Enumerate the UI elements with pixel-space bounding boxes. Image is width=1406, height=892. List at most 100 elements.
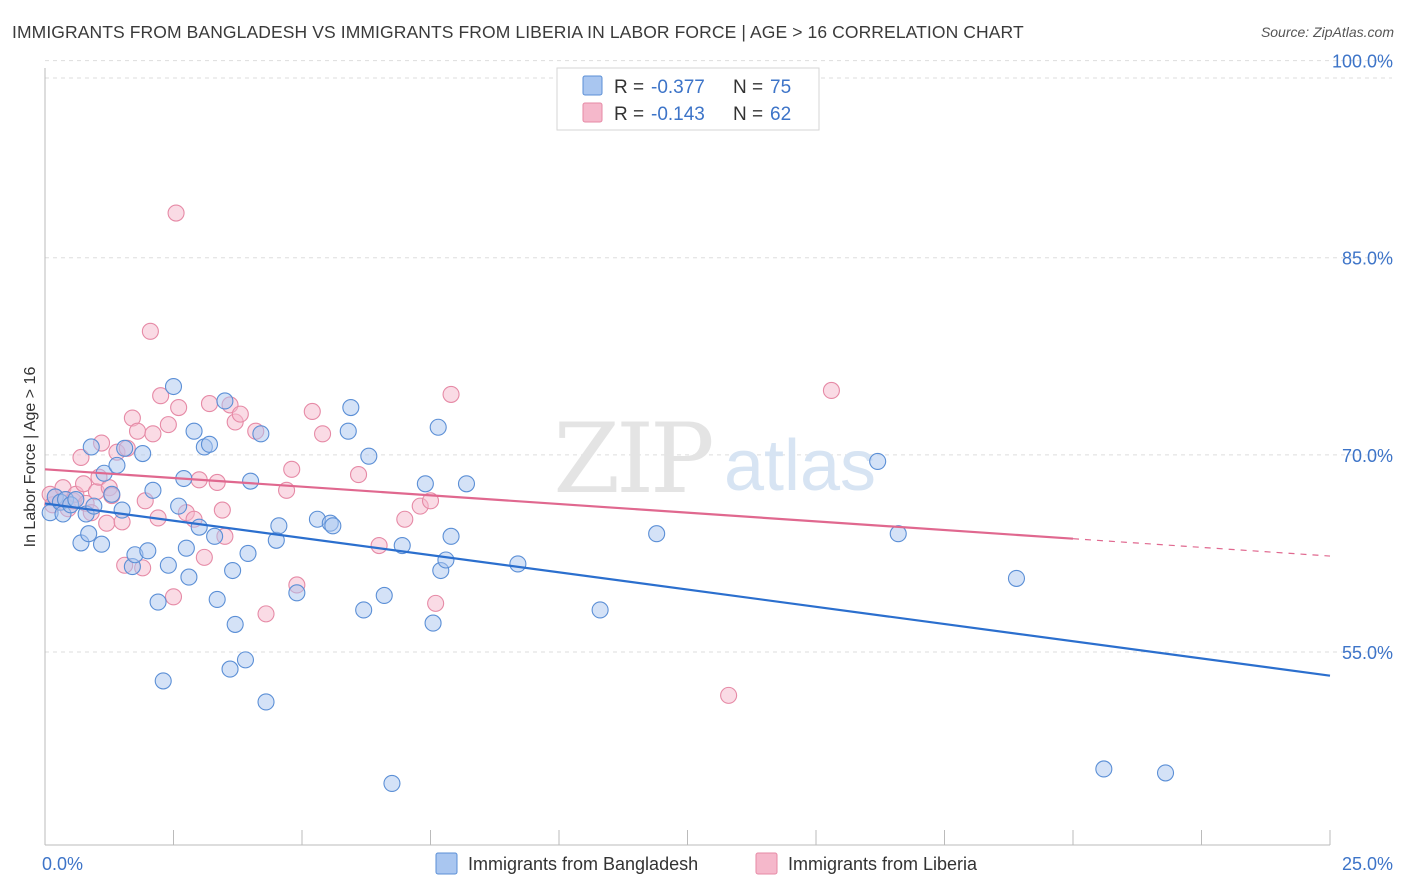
- point-bangladesh: [164, 377, 183, 396]
- point-bangladesh: [1095, 760, 1113, 778]
- point-bangladesh: [221, 660, 239, 678]
- point-liberia: [822, 381, 840, 400]
- point-bangladesh: [190, 518, 208, 536]
- trend-line-liberia-extension: [1072, 538, 1331, 557]
- point-bangladesh: [80, 525, 98, 543]
- point-bangladesh: [144, 481, 162, 499]
- bottom-legend-label-liberia: Immigrants from Liberia: [788, 854, 978, 874]
- point-liberia: [427, 594, 445, 612]
- point-liberia: [349, 466, 368, 484]
- trend-lines: [44, 468, 1331, 677]
- point-bangladesh: [239, 544, 257, 562]
- point-bangladesh: [139, 542, 157, 560]
- point-bangladesh: [92, 535, 111, 553]
- point-bangladesh: [1007, 569, 1026, 587]
- point-bangladesh: [159, 556, 177, 574]
- point-bangladesh: [200, 435, 219, 453]
- point-bangladesh: [185, 422, 203, 440]
- point-liberia: [72, 448, 90, 467]
- point-bangladesh: [103, 485, 121, 503]
- point-bangladesh: [149, 593, 167, 611]
- point-bangladesh: [270, 517, 288, 535]
- y-tick-label: 55.0%: [1342, 643, 1393, 663]
- point-bangladesh: [339, 422, 357, 440]
- tick-labels: 55.0% 70.0% 85.0% 100.0% 0.0% 25.0%: [42, 52, 1393, 874]
- point-liberia: [720, 686, 738, 704]
- point-bangladesh: [1156, 764, 1175, 782]
- point-bangladesh: [208, 590, 226, 608]
- x-tick-label: 0.0%: [42, 854, 83, 874]
- point-bangladesh: [108, 456, 126, 474]
- point-liberia: [283, 460, 301, 478]
- point-bangladesh: [324, 517, 342, 535]
- y-tick-label: 100.0%: [1332, 52, 1393, 72]
- point-bangladesh: [355, 601, 373, 619]
- axes: [44, 68, 1331, 846]
- point-bangladesh: [154, 672, 172, 690]
- point-bangladesh: [393, 536, 411, 555]
- x-tick-label: 25.0%: [1342, 854, 1393, 874]
- legend-r-value-2: -0.143: [651, 104, 705, 125]
- point-bangladesh: [509, 555, 527, 573]
- y-tick-label: 70.0%: [1342, 446, 1393, 466]
- point-bangladesh: [383, 774, 401, 792]
- point-bangladesh: [437, 551, 455, 569]
- point-bangladesh: [889, 525, 907, 543]
- trend-line-liberia: [44, 468, 1074, 540]
- point-bangladesh: [342, 398, 360, 417]
- point-bangladesh: [206, 527, 224, 545]
- point-liberia: [164, 588, 183, 606]
- point-liberia: [257, 605, 275, 623]
- point-bangladesh: [177, 539, 195, 557]
- point-liberia: [200, 395, 219, 413]
- legend-n-label-2: N =: [733, 104, 763, 125]
- point-bangladesh: [134, 444, 152, 463]
- point-bangladesh: [442, 527, 460, 545]
- point-bangladesh: [360, 447, 378, 465]
- series-legend: Immigrants from Bangladesh Immigrants fr…: [435, 852, 978, 875]
- legend-r-label-1: R =: [614, 77, 644, 98]
- point-bangladesh: [416, 475, 434, 493]
- point-liberia: [144, 425, 162, 443]
- gridlines: [45, 60, 1392, 653]
- point-bangladesh: [116, 439, 134, 457]
- legend-n-value-2: 62: [770, 104, 791, 125]
- point-liberia: [128, 422, 147, 440]
- point-bangladesh: [288, 584, 306, 602]
- point-bangladesh: [429, 418, 447, 436]
- point-liberia: [370, 536, 388, 555]
- point-bangladesh: [648, 525, 666, 543]
- chart-title: IMMIGRANTS FROM BANGLADESH VS IMMIGRANTS…: [12, 22, 1024, 42]
- point-bangladesh: [67, 490, 85, 509]
- point-bangladesh: [216, 392, 234, 410]
- series-liberia-points: [41, 204, 840, 704]
- point-liberia: [396, 510, 414, 528]
- bottom-legend-swatch-liberia: [755, 852, 778, 875]
- point-liberia: [231, 405, 249, 423]
- stats-legend: R = -0.377 N = 75 R = -0.143 N = 62: [556, 67, 820, 131]
- watermark-atlas: atlas: [724, 426, 876, 506]
- point-bangladesh: [82, 438, 100, 456]
- y-axis-label: In Labor Force | Age > 16: [22, 367, 39, 548]
- point-liberia: [421, 492, 440, 510]
- point-liberia: [98, 514, 116, 532]
- bottom-legend-label-bangladesh: Immigrants from Bangladesh: [468, 854, 698, 874]
- point-liberia: [208, 473, 226, 492]
- point-bangladesh: [375, 586, 393, 605]
- point-liberia: [170, 398, 188, 417]
- point-bangladesh: [457, 475, 476, 493]
- point-bangladesh: [252, 425, 270, 443]
- point-liberia: [195, 548, 213, 566]
- legend-r-label-2: R =: [614, 104, 644, 125]
- point-bangladesh: [226, 615, 244, 633]
- point-liberia: [152, 387, 170, 405]
- source-credit: Source: ZipAtlas.com: [1260, 24, 1394, 40]
- legend-r-value-1: -0.377: [651, 77, 705, 98]
- legend-swatch-bangladesh: [582, 75, 603, 96]
- y-tick-label: 85.0%: [1342, 249, 1393, 269]
- point-liberia: [167, 204, 185, 222]
- point-liberia: [442, 385, 460, 403]
- point-bangladesh: [170, 497, 188, 515]
- legend-n-value-1: 75: [770, 77, 791, 98]
